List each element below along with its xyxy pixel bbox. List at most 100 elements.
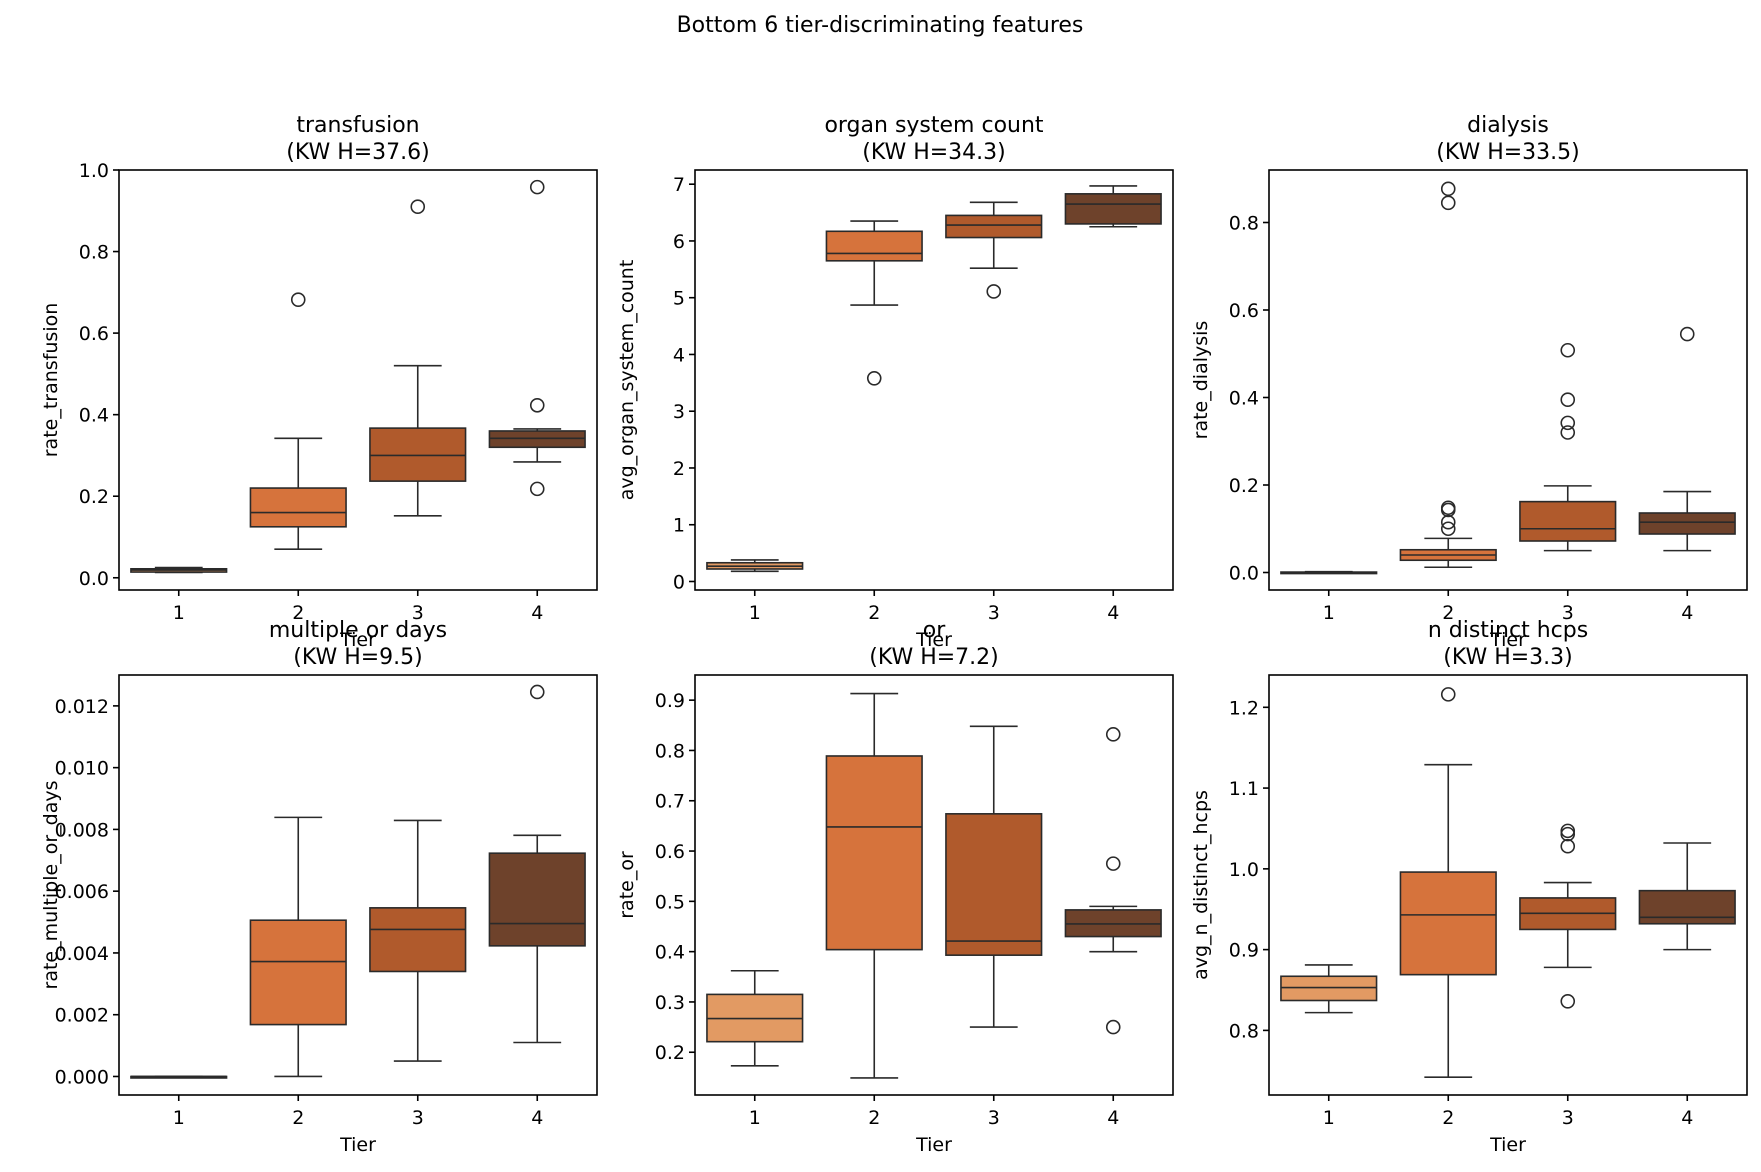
outlier-point bbox=[529, 397, 545, 413]
y-tick-label: 0.8 bbox=[1229, 1020, 1259, 1042]
y-tick-label: 6 bbox=[673, 231, 685, 253]
y-tick-label: 0.002 bbox=[55, 1005, 109, 1027]
y-tick-label: 0.8 bbox=[655, 740, 685, 762]
outlier-point bbox=[410, 199, 426, 214]
y-tick-label: 0.9 bbox=[1229, 940, 1259, 962]
y-tick-label: 0.3 bbox=[655, 992, 685, 1014]
box-tier-3 bbox=[1519, 342, 1617, 552]
x-tick-label: 3 bbox=[1562, 602, 1574, 624]
y-tick-label: 0.006 bbox=[55, 881, 109, 903]
outlier-point bbox=[1105, 856, 1121, 871]
box-tier-4 bbox=[1064, 727, 1162, 1035]
x-tick-label: 1 bbox=[1323, 1107, 1335, 1129]
y-tick-label: 0.2 bbox=[655, 1042, 685, 1064]
x-tick-label: 4 bbox=[1681, 1107, 1693, 1129]
x-tick-label: 4 bbox=[1107, 602, 1119, 624]
subplot-6: n distinct hcps(KW H=3.3) 0.8 0.9 1.0 1.1 1.2… bbox=[1190, 618, 1748, 1156]
iqr-box bbox=[488, 852, 586, 947]
outlier-point bbox=[986, 284, 1002, 299]
outlier-point bbox=[1440, 521, 1456, 537]
subplot-subtitle: (KW H=37.6) bbox=[286, 140, 430, 165]
box-tier-1 bbox=[1280, 964, 1378, 1014]
x-tick-label: 4 bbox=[1107, 1107, 1119, 1129]
y-tick-label: 1 bbox=[673, 515, 685, 537]
outlier-point bbox=[1105, 1019, 1121, 1035]
outlier-point bbox=[1560, 415, 1576, 431]
x-tick-label: 2 bbox=[292, 602, 304, 624]
outlier-point bbox=[1560, 838, 1576, 854]
y-axis-label: avg_organ_system_count bbox=[616, 260, 638, 501]
x-tick-label: 1 bbox=[749, 1107, 761, 1129]
outlier-point bbox=[1560, 994, 1576, 1009]
subplot-subtitle: (KW H=33.5) bbox=[1436, 140, 1580, 165]
x-tick-label: 1 bbox=[173, 1107, 185, 1129]
x-tick-label: 4 bbox=[531, 1107, 543, 1129]
subplot-subtitle: (KW H=9.5) bbox=[293, 645, 423, 670]
y-tick-label: 0.012 bbox=[55, 696, 109, 718]
iqr-box bbox=[1399, 871, 1497, 976]
x-axis-label: Tier bbox=[915, 1134, 952, 1156]
x-tick-label: 2 bbox=[868, 602, 880, 624]
outlier-point bbox=[866, 370, 882, 386]
box-tier-1 bbox=[1280, 570, 1378, 575]
subplot-subtitle: (KW H=7.2) bbox=[869, 645, 999, 670]
iqr-box bbox=[1638, 889, 1736, 925]
x-tick-label: 2 bbox=[868, 1107, 880, 1129]
x-tick-label: 1 bbox=[1323, 602, 1335, 624]
outlier-point bbox=[1560, 342, 1576, 358]
y-tick-label: 5 bbox=[673, 288, 685, 310]
outlier-point bbox=[529, 684, 545, 700]
subplot-1: transfusion(KW H=37.6) 0.0 0.2 0.4 0.6 0.8 1.0… bbox=[40, 113, 598, 651]
x-tick-label: 3 bbox=[988, 602, 1000, 624]
subplot-title: dialysis bbox=[1467, 113, 1549, 138]
y-tick-label: 0.4 bbox=[1229, 388, 1259, 410]
box-tier-4 bbox=[488, 684, 586, 1044]
y-tick-label: 0.8 bbox=[79, 242, 109, 264]
y-tick-label: 0.6 bbox=[655, 841, 685, 863]
y-tick-label: 1.0 bbox=[79, 160, 109, 182]
y-axis-label: rate_transfusion bbox=[40, 303, 62, 458]
y-tick-label: 0 bbox=[673, 571, 685, 593]
x-tick-label: 3 bbox=[1562, 1107, 1574, 1129]
y-axis-label: avg_n_distinct_hcps bbox=[1190, 790, 1212, 980]
figure-suptitle: Bottom 6 tier-discriminating features bbox=[677, 13, 1084, 38]
subplot-title: or bbox=[923, 618, 946, 643]
x-axis-label: Tier bbox=[915, 629, 952, 651]
y-tick-label: 0.004 bbox=[55, 943, 109, 965]
box-tier-2 bbox=[1399, 181, 1497, 569]
y-axis-label: rate_or bbox=[616, 851, 638, 919]
y-tick-label: 4 bbox=[673, 344, 685, 366]
iqr-box bbox=[249, 487, 347, 528]
outlier-point bbox=[1440, 687, 1456, 702]
y-tick-label: 0.2 bbox=[79, 486, 109, 508]
x-tick-label: 1 bbox=[749, 602, 761, 624]
y-tick-label: 3 bbox=[673, 401, 685, 423]
outlier-point bbox=[1440, 514, 1456, 530]
y-tick-label: 0.4 bbox=[79, 405, 109, 427]
box-tier-3 bbox=[369, 199, 467, 517]
iqr-box bbox=[369, 907, 467, 973]
y-tick-label: 0.6 bbox=[1229, 300, 1259, 322]
outlier-point bbox=[1105, 727, 1121, 742]
box-tier-2 bbox=[1399, 687, 1497, 1079]
subplot-title: organ system count bbox=[824, 113, 1043, 138]
outlier-point bbox=[529, 179, 545, 195]
box-tier-1 bbox=[706, 559, 804, 573]
y-tick-label: 0.5 bbox=[655, 891, 685, 913]
box-tier-4 bbox=[1064, 185, 1162, 228]
iqr-box bbox=[945, 214, 1043, 239]
iqr-box bbox=[825, 230, 923, 262]
subplot-subtitle: (KW H=34.3) bbox=[862, 140, 1006, 165]
x-tick-label: 1 bbox=[173, 602, 185, 624]
outlier-point bbox=[1560, 826, 1576, 842]
box-tier-4 bbox=[1638, 842, 1736, 951]
axes-frame bbox=[1268, 169, 1748, 591]
x-axis-label: Tier bbox=[339, 1134, 376, 1156]
box-tier-2 bbox=[825, 692, 923, 1079]
box-tier-1 bbox=[706, 969, 804, 1067]
y-tick-label: 0.4 bbox=[655, 942, 685, 964]
box-tier-1 bbox=[130, 1075, 228, 1079]
x-tick-label: 4 bbox=[1681, 602, 1693, 624]
x-axis-label: Tier bbox=[339, 629, 376, 651]
axes-frame bbox=[1268, 674, 1748, 1096]
